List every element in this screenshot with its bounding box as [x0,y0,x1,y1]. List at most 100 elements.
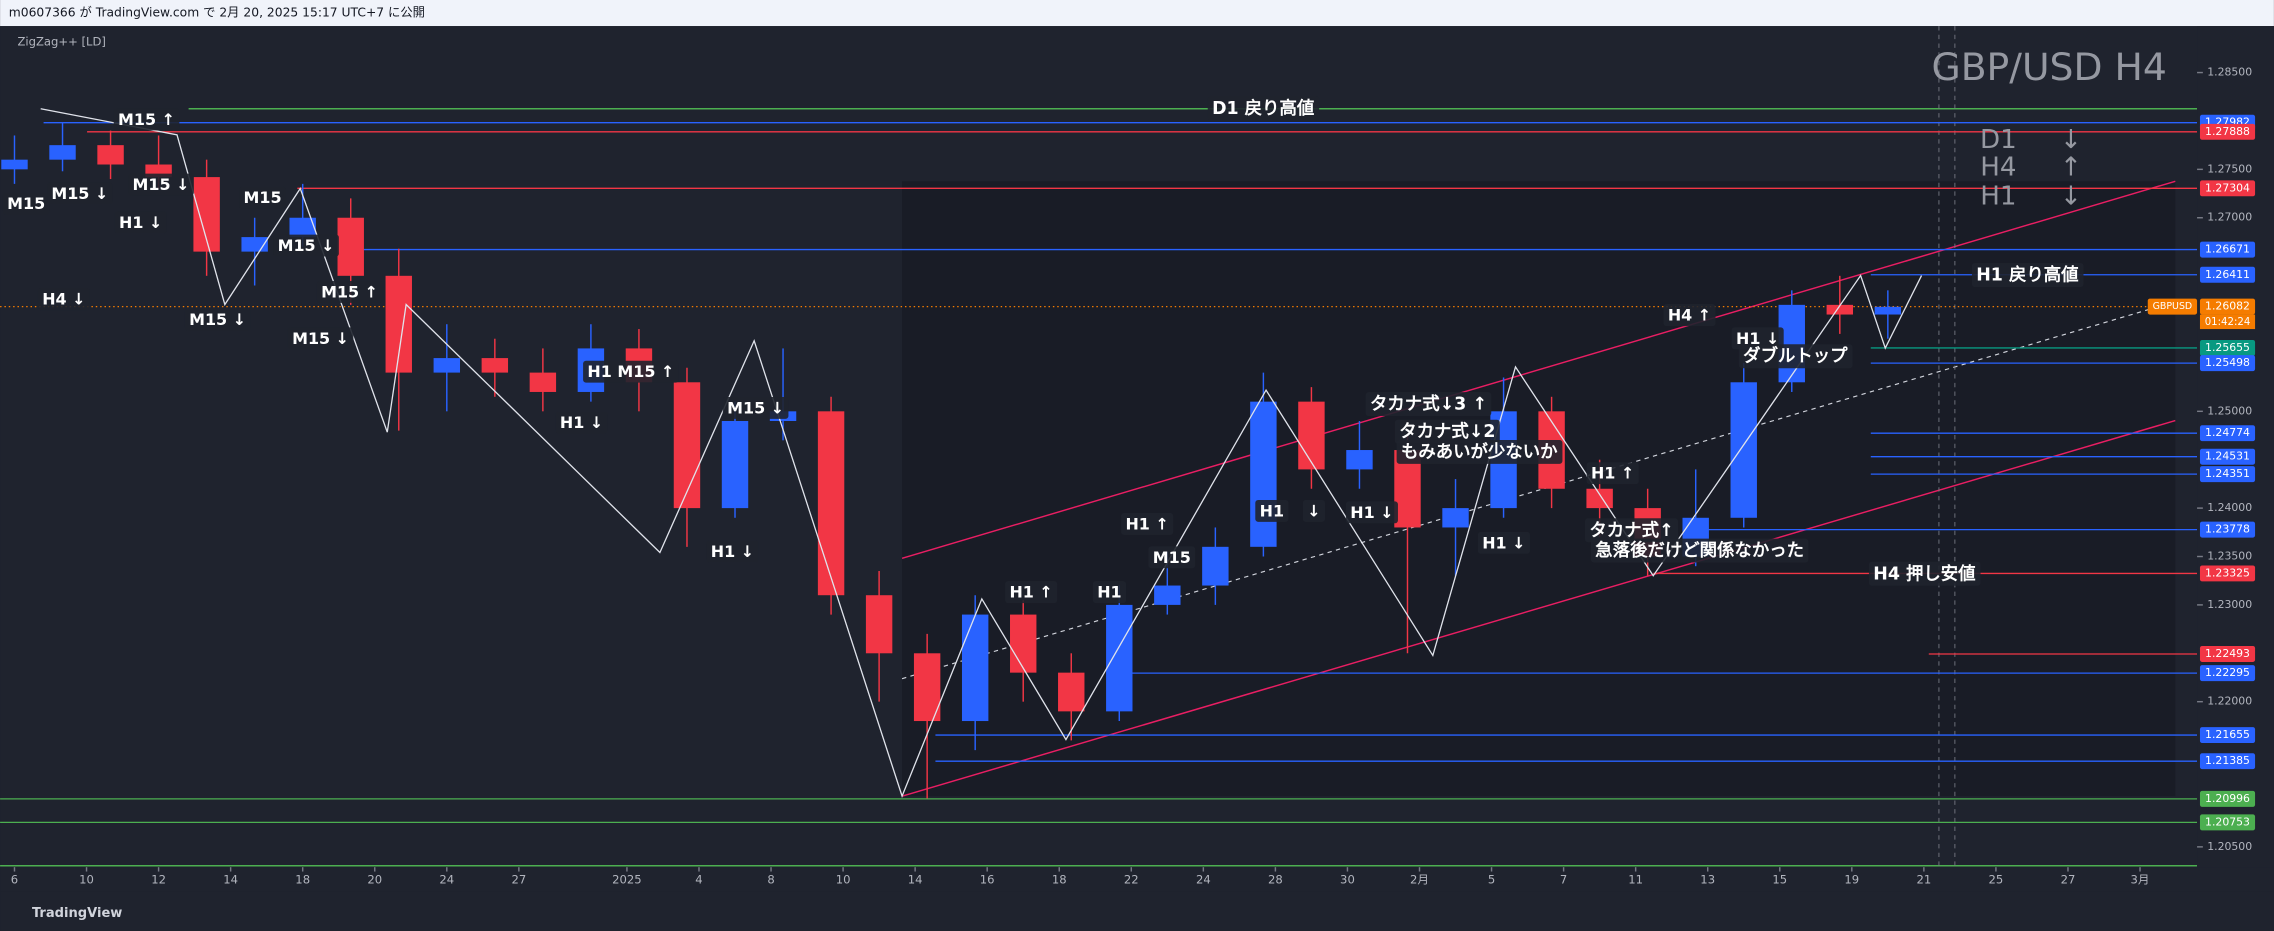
candle-body [481,358,509,373]
annotation: ↓ [1307,501,1320,520]
x-tick-label: 4 [695,873,702,887]
price-tag-label: 1.25655 [2205,341,2250,354]
x-tick-label: 24 [439,873,454,887]
channel-lower [901,419,2176,797]
time-axis [0,867,2274,892]
candle-body [1826,304,1854,315]
candle-body [673,382,701,509]
annotation-box [287,327,354,350]
annotation-box [1092,581,1127,604]
x-tick-label: 8 [767,873,774,887]
price-tag [2199,565,2256,582]
y-tick-label: 1.23500 [2207,550,2252,563]
price-tag [2199,180,2256,197]
annotation-box [1731,327,1784,350]
x-tick-label: 7 [1560,873,1567,887]
annotation: H1 [1260,501,1284,520]
candle-body [1058,672,1085,712]
annotation: ↓ [2060,125,2082,155]
price-tag-label: 1.27304 [2205,181,2250,194]
annotation: M15 ↓ [51,184,108,203]
candle-body [961,614,989,722]
annotation-box [1207,96,1320,121]
annotation: H4 ↓ [42,290,85,309]
candle-body [1250,401,1277,547]
annotation-box [1394,419,1500,444]
annotation: H1 [1980,182,2016,212]
annotation-box [1365,392,1492,417]
annotation: M15 ↓ [189,310,246,329]
annotation-box [128,173,194,196]
annotation: H1 M15 ↑ [587,362,674,381]
watermark: GBP/USD H4 [1931,45,2166,89]
x-tick-label: 16 [980,873,995,887]
annotation-box [1396,439,1563,464]
candle-body [97,145,124,165]
annotation: H4 押し安値 [1873,563,1976,584]
annotation: H1 ↓ [711,542,754,561]
price-tag-label: 1.24531 [2205,450,2250,463]
x-tick-label: 21 [1916,873,1931,887]
price-tag-label: 1.21385 [2205,754,2250,767]
price-tag-label: 1.24774 [2205,426,2250,439]
annotation: D1 [1980,125,2017,155]
annotation: タカナ式↑ [1589,520,1673,541]
annotation-box [273,234,339,257]
annotation: H1 ↓ [1482,533,1525,552]
annotation: H1 ↓ [1350,503,1393,522]
brand: TradingView [32,906,122,921]
annotation-box [184,308,251,331]
annotation: H1 ↓ [119,213,162,232]
annotation-box [1738,344,1853,369]
y-tick-label: 1.25000 [2207,404,2252,417]
y-tick-label: 1.23000 [2207,598,2252,611]
x-tick-label: 25 [1989,873,2004,887]
price-tag [2199,448,2256,465]
y-tick-label: 1.20500 [2207,840,2252,853]
price-tag-label: 1.26082 [2205,300,2250,313]
annotation: 急落後だけど関係なかった [1595,540,1804,561]
annotation-box [2,192,50,215]
candle-body [1298,401,1325,470]
x-tick-label: 22 [1124,873,1139,887]
x-tick-label: 12 [151,873,166,887]
y-tick-label: 1.27500 [2207,162,2252,175]
price-tag-label: 1.25498 [2205,356,2250,369]
annotation-box [1477,531,1530,554]
annotation: タカナ式↓3 ↑ [1370,394,1487,415]
price-tag [2199,266,2256,283]
publish-bar [0,0,2274,27]
x-tick-label: 15 [1772,873,1787,887]
annotation-box [1345,501,1398,524]
price-tag-label: 1.23325 [2205,566,2250,579]
x-tick-label: 18 [295,873,310,887]
price-tag-label: 1.26671 [2205,243,2250,256]
x-tick-label: 5 [1488,873,1495,887]
annotation: H1 ↓ [560,413,603,432]
candle-body [1202,546,1229,586]
candle-body [1154,585,1181,605]
candle-body [49,145,76,160]
candles [1,122,1902,799]
y-tick-label: 1.24000 [2207,501,2252,514]
annotation: タカナ式↓2 [1399,421,1495,442]
x-tick-label: 14 [908,873,923,887]
annotation: もみあいが少ないか [1401,441,1558,462]
candle-body [289,217,316,238]
price-tag-label: 1.23778 [2205,523,2250,536]
candle-body [1346,450,1373,470]
annotation-box [1868,561,1981,586]
y-tick-label: 1.28500 [2207,66,2252,79]
channel-upper [901,180,2176,560]
annotation-box [113,108,180,131]
x-tick-label: 2025 [612,873,642,887]
annotation-box [1663,304,1716,327]
x-tick-label: 28 [1268,873,1283,887]
candle-body [1586,488,1613,509]
x-tick-label: 27 [2061,873,2076,887]
annotation: ダブルトップ [1743,346,1848,367]
annotation-box [114,211,167,234]
annotation: D1 戻り高値 [1212,98,1315,119]
